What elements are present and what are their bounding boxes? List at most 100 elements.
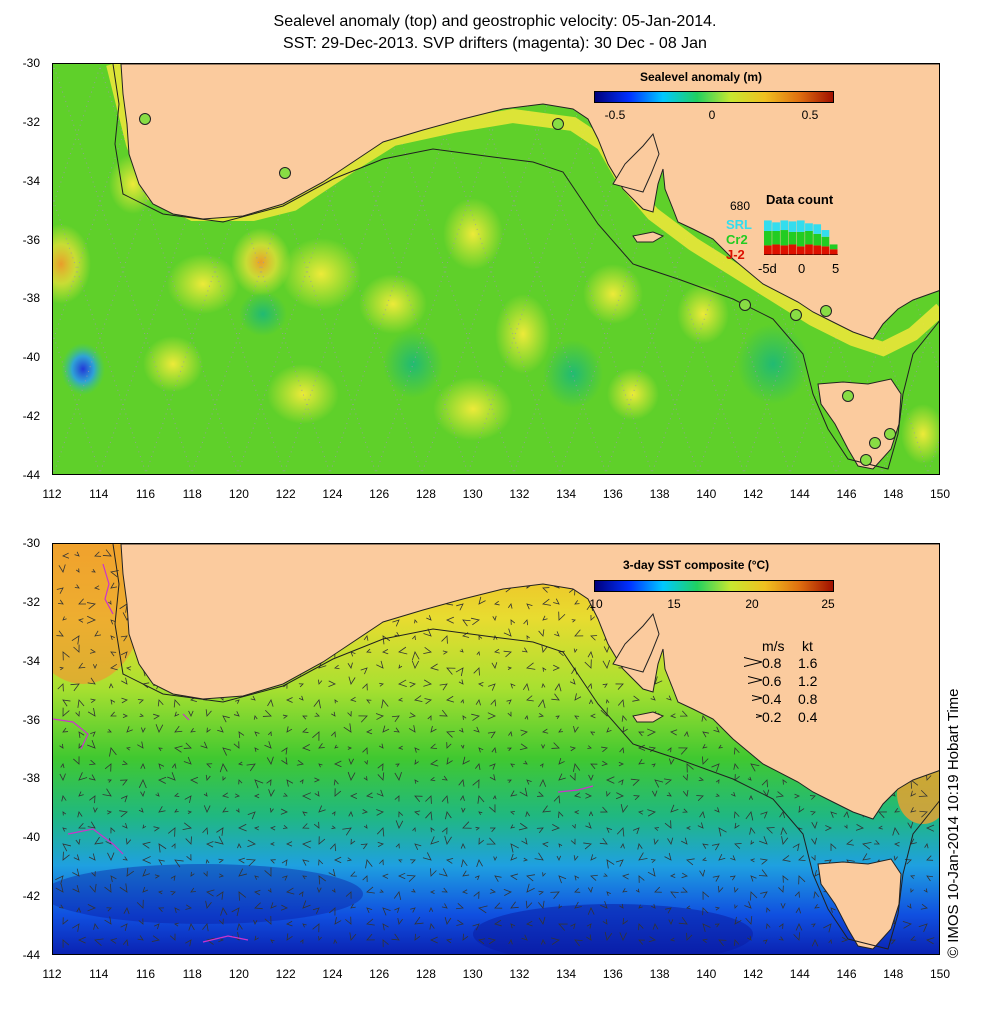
data-count-bar-srl xyxy=(780,220,789,231)
lon-tick-label: 144 xyxy=(789,487,810,501)
lon-tick-label: 122 xyxy=(275,967,296,981)
data-count-bar-cr2 xyxy=(764,231,772,246)
lon-tick-label: 134 xyxy=(556,967,577,981)
lon-tick-label: 146 xyxy=(836,487,857,501)
velocity-legend-ms: 0.4 xyxy=(762,691,782,707)
lon-tick-label: 112 xyxy=(42,967,62,981)
lon-tick-label: 124 xyxy=(322,967,343,981)
lon-tick-label: 136 xyxy=(602,967,623,981)
lon-tick-label: 118 xyxy=(182,487,202,501)
data-count-legend: SRL Cr2 J-2 xyxy=(726,217,752,262)
tide-gauge-stations xyxy=(139,113,896,466)
legend-cr2: Cr2 xyxy=(726,232,748,247)
data-count-title: Data count xyxy=(766,192,834,207)
sst-colorbar xyxy=(594,580,834,592)
velocity-legend-arrow xyxy=(743,655,763,672)
lat-tick-label: -42 xyxy=(22,409,40,424)
data-count-x-zero: 0 xyxy=(798,261,806,276)
sla-tick-neg: -0.5 xyxy=(604,108,626,122)
lon-tick-label: 134 xyxy=(556,487,577,501)
velocity-legend-ms: 0.8 xyxy=(762,655,782,671)
lat-tick-label: -30 xyxy=(22,56,40,70)
lon-tick-label: 124 xyxy=(322,487,343,501)
lat-tick-label: -38 xyxy=(22,291,40,306)
data-count-bar-j2 xyxy=(805,244,813,255)
sla-colorbar xyxy=(594,91,834,103)
data-count-bar-srl xyxy=(796,220,805,232)
sst-svg xyxy=(53,544,939,954)
data-count-bar-srl xyxy=(805,223,813,231)
data-count-bar-cr2 xyxy=(813,233,822,246)
data-count-bar-j2 xyxy=(829,249,838,255)
kangaroo-island xyxy=(632,231,665,243)
data-count-bars xyxy=(764,220,838,255)
data-count-x-neg: -5d xyxy=(758,261,777,276)
data-count-bar-j2 xyxy=(780,245,789,255)
lon-tick-label: 140 xyxy=(696,967,717,981)
lat-tick-label: -40 xyxy=(22,350,40,365)
lon-tick-label: 142 xyxy=(743,967,764,981)
data-count-bar-cr2 xyxy=(821,236,830,247)
lon-tick-label: 112 xyxy=(42,487,62,501)
credit-text: © IMOS 10-Jan-2014 10:19 Hobart Time xyxy=(945,688,962,958)
lat-tick-label: -30 xyxy=(22,536,40,550)
lon-tick-label: 116 xyxy=(135,967,156,981)
lon-tick-label: 148 xyxy=(883,487,904,501)
velocity-legend-kt: 1.2 xyxy=(798,673,818,689)
australia-land-bottom xyxy=(120,544,939,820)
lon-tick-label: 116 xyxy=(135,487,156,501)
lon-tick-label: 130 xyxy=(462,967,483,981)
data-count-bar-j2 xyxy=(788,244,797,255)
australia-land xyxy=(120,64,939,340)
lon-tick-label: 146 xyxy=(836,967,857,981)
lon-tick-label: 148 xyxy=(883,967,904,981)
data-count-x-pos: 5 xyxy=(832,261,840,276)
velocity-legend-ms: 0.6 xyxy=(762,673,782,689)
lat-tick-label: -32 xyxy=(22,594,40,609)
lon-tick-label: 128 xyxy=(415,967,436,981)
lat-tick-label: -42 xyxy=(22,889,40,904)
lon-tick-label: 150 xyxy=(929,487,951,501)
data-count-bar-srl xyxy=(813,224,822,234)
data-count-bar-cr2 xyxy=(829,244,838,250)
lat-tick-label: -34 xyxy=(22,653,40,668)
sea-level-anomaly-svg xyxy=(53,64,939,474)
lon-tick-label: 126 xyxy=(369,487,390,501)
lat-tick-label: -36 xyxy=(22,712,40,727)
lat-tick-label: -40 xyxy=(22,830,40,845)
lat-tick-label: -44 xyxy=(22,468,40,482)
lon-tick-label: 132 xyxy=(509,967,530,981)
velocity-legend-kt: 0.4 xyxy=(798,709,818,725)
sla-tick-zero: 0 xyxy=(708,108,716,122)
lon-tick-label: 114 xyxy=(89,967,109,981)
legend-srl: SRL xyxy=(726,217,752,232)
lon-tick-label: 144 xyxy=(789,967,810,981)
data-count-bar-srl xyxy=(788,221,797,232)
lon-tick-label: 130 xyxy=(462,487,483,501)
lon-tick-label: 118 xyxy=(182,967,202,981)
lat-tick-label: -44 xyxy=(22,948,40,962)
tasmania-land xyxy=(817,378,902,470)
data-count-bar-cr2 xyxy=(805,231,813,245)
legend-j2: J-2 xyxy=(726,247,745,262)
velocity-legend-arrow xyxy=(747,673,763,690)
data-count-bar-cr2 xyxy=(780,230,789,246)
lon-tick-label: 126 xyxy=(369,967,390,981)
yorke-peninsula xyxy=(612,132,660,193)
lat-tick-label: -34 xyxy=(22,173,40,188)
lon-tick-label: 122 xyxy=(275,487,296,501)
lon-tick-label: 128 xyxy=(415,487,436,501)
data-count-bar-cr2 xyxy=(788,231,797,245)
data-count-bar-j2 xyxy=(764,245,772,255)
lon-tick-label: 132 xyxy=(509,487,530,501)
anomaly-features xyxy=(53,154,939,464)
data-count-bar-cr2 xyxy=(796,231,805,247)
data-count-bar-srl xyxy=(821,230,830,237)
velocity-legend-kt: 0.8 xyxy=(798,691,818,707)
data-count-bar-j2 xyxy=(796,246,805,255)
velocity-legend-kt: 1.6 xyxy=(798,655,818,671)
data-count-bar-cr2 xyxy=(772,231,780,245)
sla-tick-pos: 0.5 xyxy=(801,108,819,122)
sst-tick-20: 20 xyxy=(745,597,759,611)
lat-tick-label: -32 xyxy=(22,114,40,129)
